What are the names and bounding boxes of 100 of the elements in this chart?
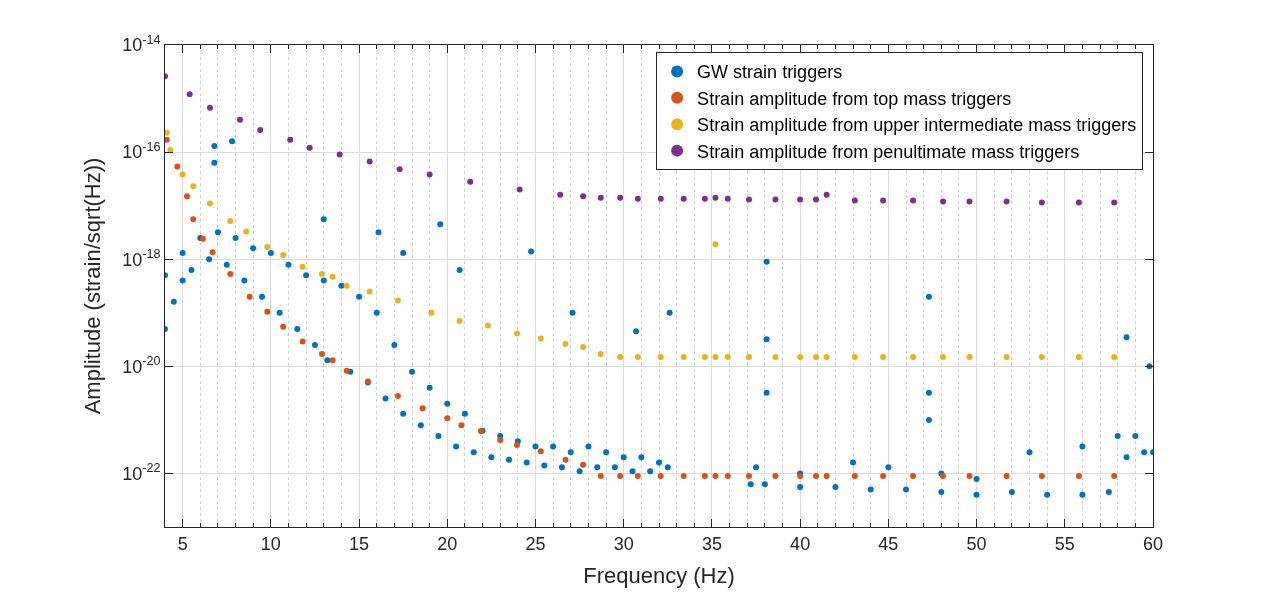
point: [823, 353, 830, 360]
x-tick-label: 10: [260, 533, 281, 554]
point: [562, 456, 569, 463]
point: [537, 448, 544, 455]
point: [966, 198, 973, 205]
point: [396, 166, 403, 173]
point: [299, 263, 306, 270]
point: [1003, 353, 1010, 360]
point: [966, 472, 973, 479]
point: [712, 353, 719, 360]
x-tick-label: 20: [437, 533, 458, 554]
x-tick-label: 60: [1142, 533, 1164, 554]
point: [206, 104, 213, 111]
point: [745, 196, 752, 203]
point: [458, 422, 465, 429]
legend-label: Strain amplitude from upper intermediate mass triggers: [697, 115, 1137, 136]
point: [712, 241, 719, 248]
x-tick-label: 50: [966, 533, 987, 554]
point: [343, 367, 350, 374]
point: [306, 144, 313, 151]
point: [634, 472, 641, 479]
point: [264, 308, 271, 315]
point: [680, 472, 687, 479]
y-tick-label: 10$^{-14}$: [122, 32, 161, 56]
point: [419, 405, 426, 412]
point: [516, 186, 523, 193]
point: [813, 472, 820, 479]
point: [910, 472, 917, 479]
point: [366, 288, 373, 295]
point: [851, 353, 858, 360]
point: [174, 163, 181, 170]
legend-label: Strain amplitude from top mass triggers: [697, 88, 1012, 109]
point: [287, 136, 294, 143]
point: [701, 472, 708, 479]
y-tick-label: 10$^{-20}$: [122, 354, 161, 377]
point: [186, 91, 193, 98]
point: [280, 251, 287, 258]
point: [580, 193, 587, 200]
y-tick-label: 10$^{-22}$: [122, 461, 161, 484]
point: [772, 472, 779, 479]
point: [657, 472, 664, 479]
point: [617, 472, 624, 479]
point: [580, 461, 587, 468]
point: [580, 343, 587, 350]
x-axis-title: Frequency (Hz): [583, 563, 735, 589]
point: [1038, 199, 1045, 206]
point: [1038, 353, 1045, 360]
point: [851, 197, 858, 204]
point: [657, 195, 664, 202]
point: [165, 136, 170, 143]
point: [1003, 472, 1010, 479]
point: [562, 341, 569, 348]
y-tick-label: 10$^{-16}$: [122, 139, 161, 163]
point: [456, 318, 463, 325]
point: [940, 353, 947, 360]
point: [426, 171, 433, 178]
point: [209, 249, 216, 256]
point: [264, 243, 271, 250]
point: [823, 472, 830, 479]
legend-label: GW strain triggers: [697, 62, 843, 83]
point: [617, 353, 624, 360]
point: [1111, 472, 1118, 479]
point: [1075, 353, 1082, 360]
point: [557, 191, 564, 198]
point: [597, 472, 604, 479]
point: [634, 353, 641, 360]
point: [467, 178, 474, 185]
point: [428, 309, 435, 316]
point: [1111, 353, 1118, 360]
point: [880, 472, 887, 479]
point: [190, 216, 197, 223]
point: [745, 353, 752, 360]
point: [243, 228, 250, 235]
legend-label: Strain amplitude from penultimate mass triggers: [697, 141, 1080, 162]
point: [724, 195, 731, 202]
point: [179, 171, 186, 178]
point: [597, 194, 604, 201]
point: [851, 472, 858, 479]
point: [484, 322, 491, 329]
point: [236, 116, 243, 123]
point: [497, 437, 504, 444]
point: [910, 353, 917, 360]
point: [366, 158, 373, 165]
point: [190, 183, 197, 190]
point: [227, 270, 234, 277]
point: [319, 350, 326, 357]
point: [1003, 198, 1010, 205]
point: [680, 195, 687, 202]
point: [184, 193, 191, 200]
point: [701, 195, 708, 202]
point: [537, 335, 544, 342]
point: [797, 353, 804, 360]
x-tick-label: 15: [349, 533, 370, 554]
point: [772, 196, 779, 203]
point: [823, 191, 830, 198]
x-tick-label: 55: [1054, 533, 1075, 554]
point: [257, 126, 264, 133]
y-tick-label: 10$^{-18}$: [122, 246, 161, 270]
point: [772, 353, 779, 360]
point: [657, 353, 664, 360]
